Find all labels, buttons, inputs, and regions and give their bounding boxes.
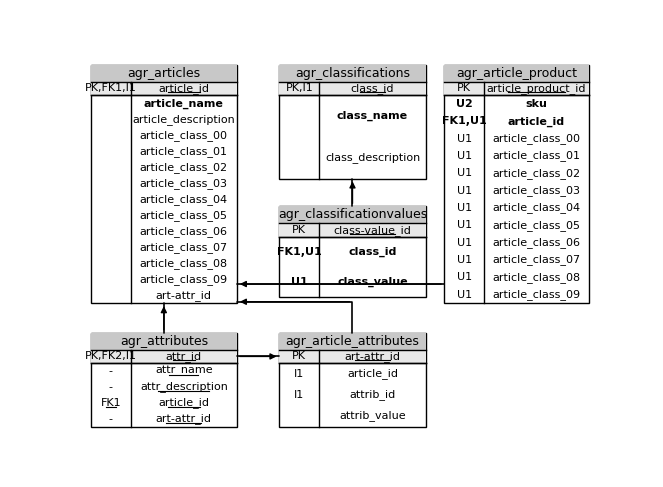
Text: PK: PK bbox=[292, 352, 306, 361]
Text: article_class_08: article_class_08 bbox=[493, 272, 581, 283]
Text: U1: U1 bbox=[457, 238, 471, 248]
Bar bbox=[279, 206, 426, 297]
Text: agr_article_attributes: agr_article_attributes bbox=[286, 335, 420, 348]
Bar bbox=[91, 81, 237, 95]
Text: article_product_id: article_product_id bbox=[487, 83, 586, 94]
Bar bbox=[279, 65, 426, 81]
Text: art-attr_id: art-attr_id bbox=[156, 290, 212, 301]
Text: article_class_07: article_class_07 bbox=[493, 255, 581, 265]
Text: art-attr_id: art-attr_id bbox=[156, 413, 212, 424]
Text: article_id: article_id bbox=[158, 397, 210, 408]
Text: attrib_value: attrib_value bbox=[339, 411, 406, 421]
Text: article_id: article_id bbox=[508, 116, 565, 127]
Text: article_class_04: article_class_04 bbox=[493, 203, 581, 213]
Text: article_class_00: article_class_00 bbox=[493, 133, 581, 144]
Text: attr_id: attr_id bbox=[166, 351, 202, 362]
Text: PK,FK2,I1: PK,FK2,I1 bbox=[85, 352, 137, 361]
Text: article_class_07: article_class_07 bbox=[140, 242, 228, 253]
Text: agr_classifications: agr_classifications bbox=[295, 67, 410, 79]
Text: PK: PK bbox=[292, 225, 306, 235]
Text: article_class_02: article_class_02 bbox=[493, 168, 581, 179]
Text: article_id: article_id bbox=[158, 83, 210, 94]
Text: FK1,U1: FK1,U1 bbox=[442, 116, 487, 127]
Text: article_id: article_id bbox=[347, 369, 398, 379]
Text: agr_article_product: agr_article_product bbox=[456, 67, 577, 79]
Text: agr_articles: agr_articles bbox=[127, 67, 200, 79]
Text: I1: I1 bbox=[294, 369, 304, 379]
Text: -: - bbox=[109, 413, 113, 424]
Text: article_class_09: article_class_09 bbox=[493, 289, 581, 300]
Bar bbox=[279, 333, 426, 427]
Text: U1: U1 bbox=[457, 272, 471, 282]
Bar bbox=[444, 65, 589, 303]
Text: U1: U1 bbox=[457, 290, 471, 300]
Bar bbox=[279, 333, 426, 350]
Bar bbox=[279, 350, 426, 363]
Text: article_class_05: article_class_05 bbox=[140, 210, 228, 221]
Bar bbox=[91, 65, 237, 303]
Text: attr_description: attr_description bbox=[140, 382, 228, 393]
Text: agr_attributes: agr_attributes bbox=[120, 335, 208, 348]
Bar bbox=[279, 223, 426, 237]
Text: FK1,U1: FK1,U1 bbox=[277, 247, 322, 257]
Text: article_class_03: article_class_03 bbox=[140, 178, 228, 189]
Text: -: - bbox=[109, 366, 113, 376]
Bar bbox=[444, 81, 589, 95]
Text: class_id: class_id bbox=[348, 247, 396, 257]
Text: article_class_05: article_class_05 bbox=[493, 220, 581, 231]
Text: article_name: article_name bbox=[144, 98, 224, 109]
Text: class_id: class_id bbox=[351, 83, 394, 94]
Text: article_class_08: article_class_08 bbox=[140, 258, 228, 269]
Text: FK1: FK1 bbox=[100, 398, 121, 408]
Text: article_class_06: article_class_06 bbox=[493, 237, 581, 248]
Text: U1: U1 bbox=[457, 186, 471, 196]
Bar bbox=[444, 65, 589, 81]
Text: article_class_09: article_class_09 bbox=[140, 274, 228, 285]
Text: sku: sku bbox=[526, 99, 548, 109]
Text: article_class_02: article_class_02 bbox=[140, 162, 228, 173]
Bar bbox=[279, 81, 426, 95]
Text: class_name: class_name bbox=[337, 111, 408, 121]
Text: attrib_id: attrib_id bbox=[349, 390, 396, 400]
Text: agr_classificationvalues: agr_classificationvalues bbox=[278, 208, 427, 221]
Text: attr_name: attr_name bbox=[155, 366, 213, 376]
Text: U1: U1 bbox=[457, 169, 471, 178]
Bar bbox=[91, 350, 237, 363]
Text: -: - bbox=[109, 382, 113, 392]
Text: PK,I1: PK,I1 bbox=[286, 83, 313, 94]
Text: U1: U1 bbox=[457, 255, 471, 265]
Text: article_class_04: article_class_04 bbox=[140, 194, 228, 205]
Bar bbox=[91, 65, 237, 81]
Text: article_class_01: article_class_01 bbox=[140, 146, 228, 157]
Bar bbox=[91, 333, 237, 350]
Text: class-value_id: class-value_id bbox=[333, 225, 412, 236]
Text: class_description: class_description bbox=[325, 152, 420, 163]
Text: U1: U1 bbox=[457, 134, 471, 144]
Text: article_class_06: article_class_06 bbox=[140, 226, 228, 237]
Bar bbox=[279, 65, 426, 179]
Bar bbox=[91, 333, 237, 427]
Text: I1: I1 bbox=[294, 390, 304, 400]
Text: article_class_03: article_class_03 bbox=[493, 185, 581, 196]
Text: article_class_00: article_class_00 bbox=[140, 130, 228, 141]
Text: PK,FK1,I1: PK,FK1,I1 bbox=[85, 83, 137, 94]
Text: article_description: article_description bbox=[133, 114, 235, 125]
Text: PK: PK bbox=[457, 83, 471, 94]
Text: U1: U1 bbox=[291, 277, 308, 287]
Text: article_class_01: article_class_01 bbox=[493, 150, 581, 162]
Text: U1: U1 bbox=[457, 203, 471, 213]
Text: U1: U1 bbox=[457, 151, 471, 161]
Text: art-attr_id: art-attr_id bbox=[345, 351, 400, 362]
Text: class_value: class_value bbox=[337, 277, 408, 287]
Text: U2: U2 bbox=[455, 99, 473, 109]
Text: U1: U1 bbox=[457, 220, 471, 230]
Bar bbox=[279, 206, 426, 223]
